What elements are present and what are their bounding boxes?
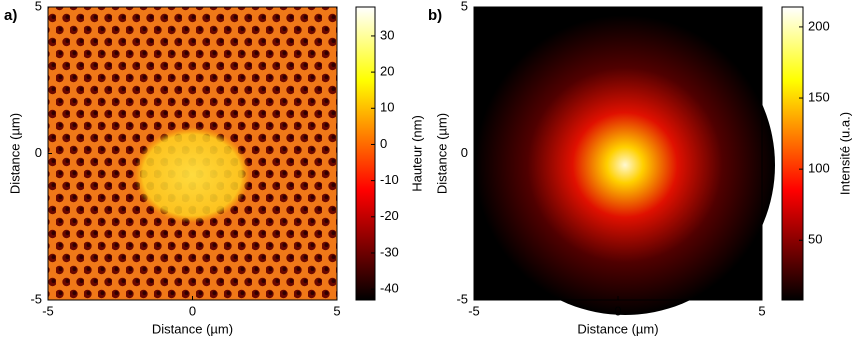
- colorbar-tick-label: 10: [380, 100, 394, 115]
- colorbar-tick-label: 100: [808, 161, 830, 176]
- y-tick-label: -5: [456, 291, 468, 306]
- panel-label: b): [428, 7, 442, 24]
- y-tick-label: -5: [30, 291, 42, 306]
- y-tick-label: 5: [461, 0, 468, 13]
- x-tick-label: -5: [42, 303, 54, 318]
- x-tick-label: 5: [758, 303, 765, 318]
- colorbar-tick-label: 20: [380, 64, 394, 79]
- colorbar-tick-label: -30: [380, 244, 399, 259]
- image-a: [48, 7, 337, 300]
- x-tick-label: 0: [614, 303, 621, 318]
- colorbar-label: Intensité (u.a.): [837, 112, 852, 195]
- colorbar-tick-label: 30: [380, 27, 394, 42]
- panel-label: a): [4, 7, 17, 24]
- x-tick-label: 0: [189, 303, 196, 318]
- x-axis-label: Distance (µm): [152, 321, 233, 336]
- y-axis-label: Distance (µm): [7, 113, 22, 194]
- colorbar: [781, 6, 804, 301]
- x-axis-label: Distance (µm): [577, 321, 658, 336]
- colorbar-tick-label: -20: [380, 208, 399, 223]
- x-tick-label: -5: [468, 303, 480, 318]
- colorbar-tick-label: -40: [380, 281, 399, 296]
- y-tick-label: 0: [35, 145, 42, 160]
- y-axis-label: Distance (µm): [434, 113, 449, 194]
- x-tick-label: 5: [333, 303, 340, 318]
- colorbar: [355, 6, 376, 301]
- y-tick-label: 0: [461, 145, 468, 160]
- colorbar-tick-label: 50: [808, 232, 822, 247]
- y-tick-label: 5: [35, 0, 42, 13]
- colorbar-label: Hauteur (nm): [409, 115, 424, 192]
- colorbar-tick-label: 0: [380, 136, 387, 151]
- colorbar-tick-label: 200: [808, 18, 830, 33]
- image-b: [474, 7, 775, 315]
- colorbar-tick-label: 150: [808, 89, 830, 104]
- colorbar-tick-label: -10: [380, 172, 399, 187]
